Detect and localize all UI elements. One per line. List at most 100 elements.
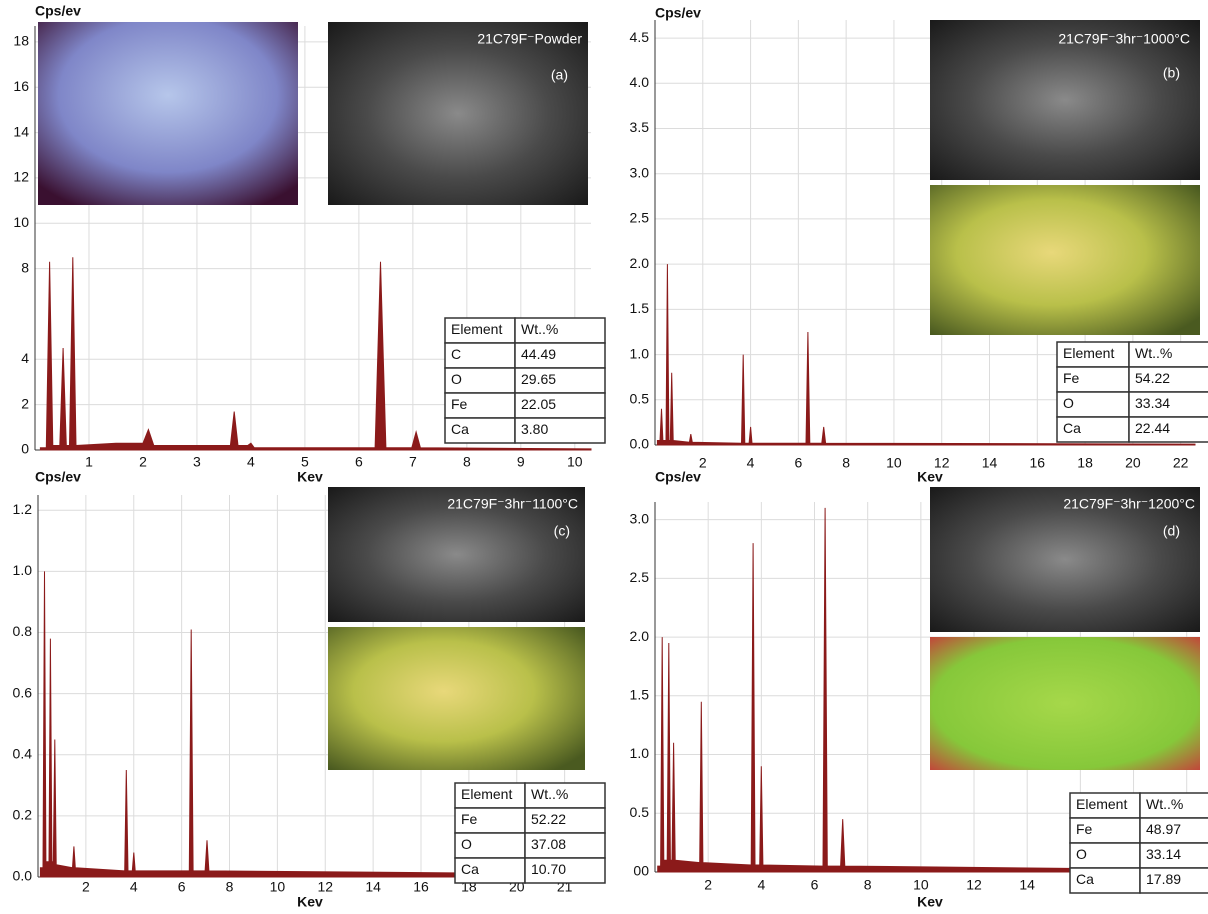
x-tick-label: 8 (842, 455, 850, 471)
table-text: 22.44 (1135, 420, 1170, 436)
y-tick-label: 0 (21, 441, 29, 457)
y-tick-label: 16 (13, 78, 29, 94)
y-tick-label: 0.0 (630, 436, 650, 452)
y-tick-label: 0.6 (13, 684, 33, 700)
y-tick-label: 1.5 (630, 300, 650, 316)
y-tick-label: 14 (13, 123, 29, 139)
y-tick-label: 3.0 (630, 164, 650, 180)
x-tick-label: 4 (130, 879, 138, 895)
table-text: 33.14 (1146, 846, 1181, 862)
y-tick-label: 00 (633, 863, 649, 879)
y-tick-label: 1.0 (630, 345, 650, 361)
figure: 024810121416181234567891021C79F⁻Powder(a… (0, 0, 1208, 914)
y-tick-label: 8 (21, 259, 29, 275)
y-tick-label: 4 (21, 350, 29, 366)
x-tick-label: 1 (85, 454, 93, 470)
x-tick-label: 3 (193, 454, 201, 470)
table-text: Fe (1063, 370, 1080, 386)
y-tick-label: 3.0 (630, 510, 650, 526)
table-text: O (1076, 846, 1087, 862)
table-text: Fe (461, 811, 478, 827)
y-tick-label: 1.0 (13, 562, 33, 578)
table-text: 54.22 (1135, 370, 1170, 386)
y-tick-label: 0.2 (13, 807, 33, 823)
x-tick-label: 10 (567, 454, 583, 470)
table-text: 22.05 (521, 396, 556, 412)
table-text: Fe (1076, 821, 1093, 837)
table-text: Element (461, 786, 512, 802)
x-tick-label: 10 (913, 877, 929, 893)
y-tick-label: 4.0 (630, 74, 650, 90)
table-text: Ca (1063, 420, 1081, 436)
x-tick-label: 2 (82, 879, 90, 895)
x-tick-label: 10 (886, 455, 902, 471)
x-tick-label: 18 (1077, 455, 1093, 471)
panel-label: (b) (1163, 65, 1180, 81)
micrograph (328, 627, 585, 770)
panel-title: 21C79F⁻3hr⁻1100°C (447, 496, 578, 512)
table-text: 37.08 (531, 836, 566, 852)
x-tick-label: 14 (982, 455, 998, 471)
y-axis-label: Cps/ev (655, 5, 701, 21)
y-tick-label: 0.8 (13, 623, 33, 639)
y-tick-label: 0.5 (630, 390, 650, 406)
table-text: 17.89 (1146, 871, 1181, 887)
panel-label: (a) (551, 67, 568, 83)
y-tick-label: 0.0 (13, 868, 33, 884)
table-text: Wt..% (1146, 796, 1183, 812)
table-text: O (1063, 395, 1074, 411)
y-tick-label: 2.0 (630, 628, 650, 644)
x-tick-label: 4 (747, 455, 755, 471)
x-tick-label: 2 (139, 454, 147, 470)
y-tick-label: 1.5 (630, 687, 650, 703)
y-tick-label: 1.2 (13, 501, 33, 517)
table-text: Fe (451, 396, 468, 412)
table-text: Wt..% (1135, 345, 1172, 361)
y-tick-label: 2.0 (630, 255, 650, 271)
x-tick-label: 6 (794, 455, 802, 471)
x-tick-label: 4 (757, 877, 765, 893)
y-tick-label: 3.5 (630, 119, 650, 135)
table-text: 44.49 (521, 346, 556, 362)
x-tick-label: 16 (1030, 455, 1046, 471)
table-text: Element (451, 321, 502, 337)
x-tick-label: 4 (247, 454, 255, 470)
panel-label: (d) (1163, 523, 1180, 539)
table-text: Element (1063, 345, 1114, 361)
x-axis-label: Kev (297, 894, 323, 910)
table-text: Wt..% (521, 321, 558, 337)
y-tick-label: 10 (13, 214, 29, 230)
table-text: 10.70 (531, 861, 566, 877)
table-text: 52.22 (531, 811, 566, 827)
x-tick-label: 14 (365, 879, 381, 895)
y-tick-label: 2.5 (630, 210, 650, 226)
table-text: 29.65 (521, 371, 556, 387)
micrograph (930, 637, 1200, 770)
x-axis-label: Kev (917, 894, 943, 910)
table-text: O (451, 371, 462, 387)
table-text: Ca (1076, 871, 1094, 887)
y-tick-label: 12 (13, 169, 29, 185)
table-text: 33.34 (1135, 395, 1170, 411)
x-tick-label: 2 (704, 877, 712, 893)
micrograph (38, 22, 298, 205)
x-tick-label: 8 (226, 879, 234, 895)
y-axis-label: Cps/ev (655, 469, 701, 485)
x-tick-label: 16 (413, 879, 429, 895)
y-tick-label: 0.5 (630, 804, 650, 820)
x-tick-label: 9 (517, 454, 525, 470)
x-tick-label: 7 (409, 454, 417, 470)
table-text: 3.80 (521, 421, 548, 437)
y-tick-label: 18 (13, 33, 29, 49)
table-text: C (451, 346, 461, 362)
x-tick-label: 6 (811, 877, 819, 893)
x-tick-label: 14 (1019, 877, 1035, 893)
table-text: Ca (451, 421, 469, 437)
x-axis-label: Kev (297, 469, 323, 485)
x-tick-label: 6 (178, 879, 186, 895)
micrograph (930, 185, 1200, 335)
x-tick-label: 10 (270, 879, 286, 895)
x-tick-label: 6 (355, 454, 363, 470)
x-axis-label: Kev (917, 469, 943, 485)
x-tick-label: 5 (301, 454, 309, 470)
